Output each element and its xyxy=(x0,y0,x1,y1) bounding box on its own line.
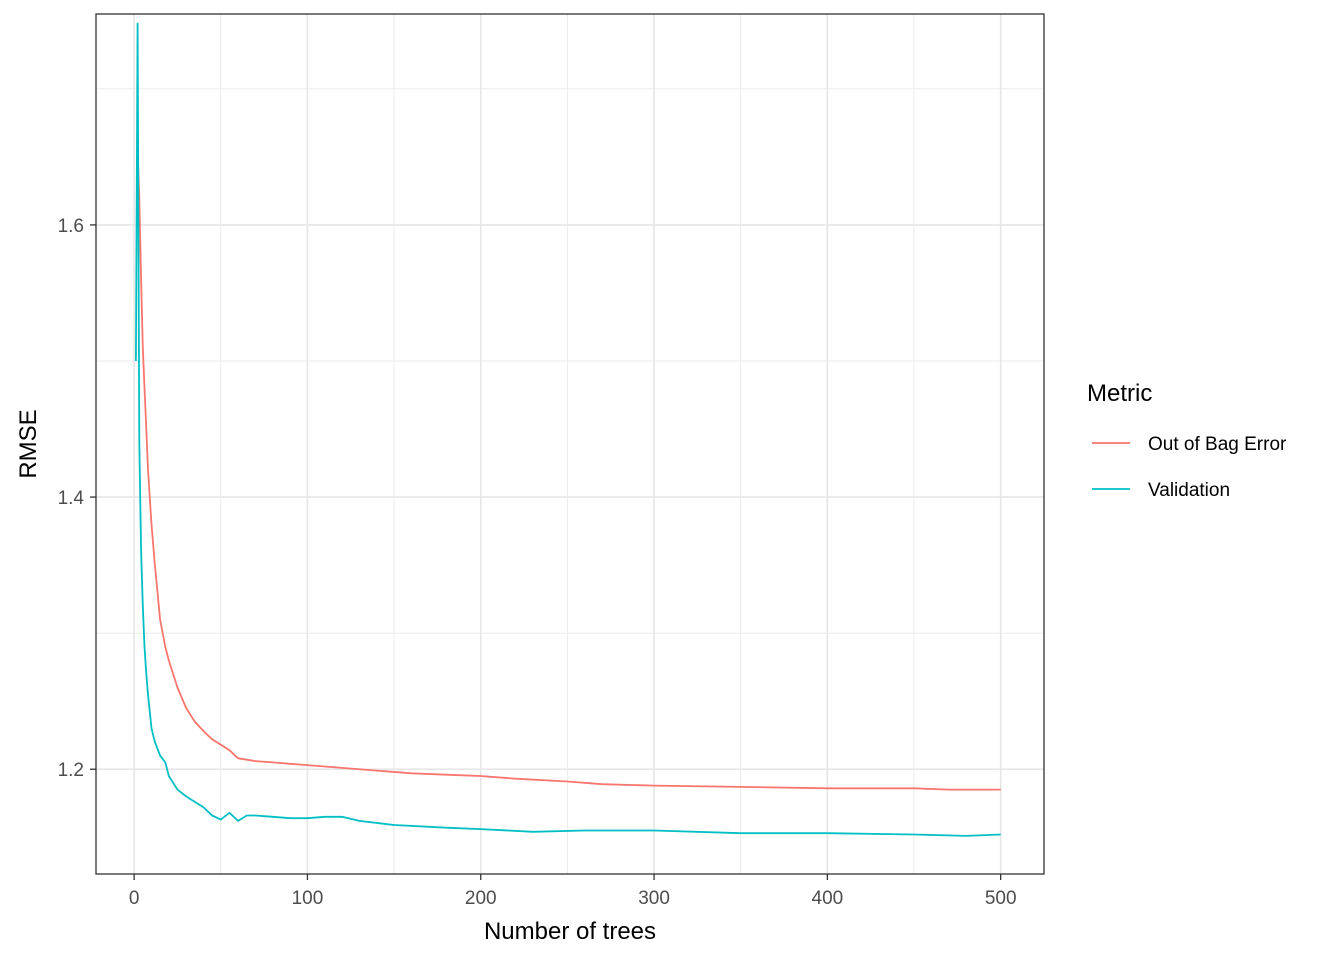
y-axis-title: RMSE xyxy=(15,409,42,478)
y-tick-label: 1.6 xyxy=(58,216,84,237)
x-tick-label: 0 xyxy=(129,888,140,909)
axes: 0 100 200 300 400 500 1.2 1.4 1.6 xyxy=(58,216,1017,909)
x-tick-label: 100 xyxy=(292,888,324,909)
x-tick-label: 200 xyxy=(465,888,497,909)
x-axis-title: Number of trees xyxy=(484,918,656,945)
legend: Metric Out of Bag Error Validation xyxy=(1087,380,1287,501)
legend-items: Out of Bag Error Validation xyxy=(1092,434,1287,501)
grid-lines xyxy=(96,14,1044,874)
series-line xyxy=(135,22,1001,837)
x-tick-label: 500 xyxy=(985,888,1017,909)
legend-title: Metric xyxy=(1087,380,1152,407)
series-line xyxy=(136,150,1001,791)
series-lines xyxy=(135,22,1001,837)
panel-border xyxy=(95,13,1045,875)
y-tick-label: 1.2 xyxy=(58,760,84,781)
legend-label: Out of Bag Error xyxy=(1148,434,1287,455)
x-tick-label: 300 xyxy=(638,888,670,909)
y-tick-label: 1.4 xyxy=(58,488,85,509)
legend-label: Validation xyxy=(1148,480,1230,501)
x-tick-label: 400 xyxy=(812,888,844,909)
